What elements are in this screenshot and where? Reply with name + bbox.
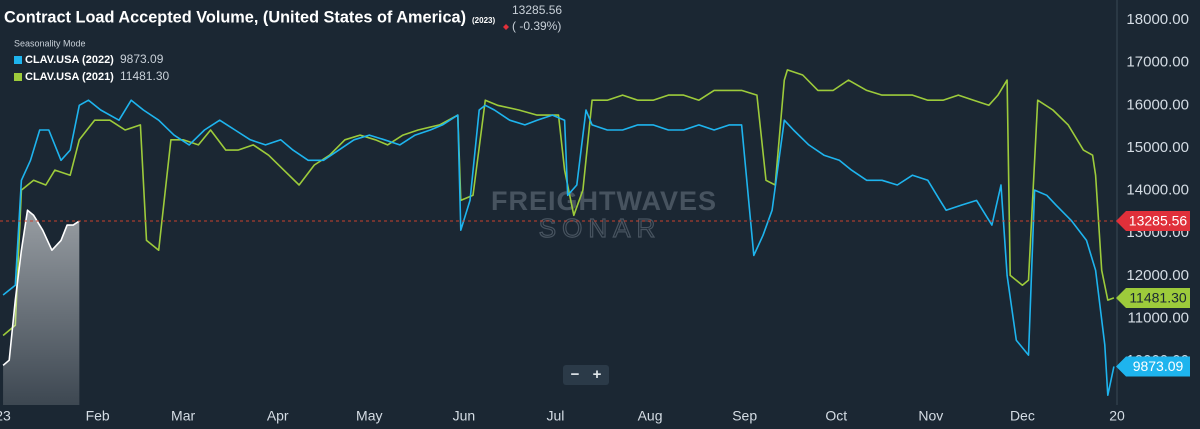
series-line: [2, 69, 1115, 337]
seasonality-mode: Seasonality Mode: [14, 38, 86, 48]
plot-area: [0, 69, 1117, 405]
x-tick-label: 20: [1109, 408, 1125, 424]
series-line: [2, 209, 80, 367]
x-tick-label: Sep: [732, 408, 757, 424]
change-marker: [503, 24, 509, 30]
zoom-controls: − +: [563, 365, 609, 385]
x-tick-label: 23: [0, 408, 11, 424]
x-tick-label: Mar: [171, 408, 195, 424]
value-tags: 13285.56 11481.30 9873.09: [1116, 211, 1190, 377]
x-tick-label: Oct: [825, 408, 847, 424]
x-tick-label: Feb: [86, 408, 110, 424]
x-tick-label: Jul: [546, 408, 564, 424]
value-tag: [1116, 211, 1190, 232]
zoom-out[interactable]: −: [571, 366, 580, 383]
value-tag: [1116, 356, 1190, 377]
header: Contract Load Accepted Volume, (United S…: [4, 3, 562, 48]
current-value: 13285.56: [512, 3, 562, 17]
y-tick-label: 18000.00: [1126, 11, 1189, 28]
y-tick-label: 15000.00: [1126, 139, 1189, 156]
watermark-brand: FREIGHTWAVES: [491, 186, 717, 216]
y-tick-label: 11000.00: [1128, 309, 1189, 326]
legend-swatch: [14, 73, 22, 81]
x-tick-label: May: [356, 408, 382, 424]
value-tag: [1116, 287, 1190, 308]
x-tick-label: Jun: [453, 408, 476, 424]
series-line: [2, 99, 1115, 396]
legend-swatch: [14, 56, 22, 64]
y-tick-label: 16000.00: [1126, 96, 1189, 113]
watermark-product: SONAR: [539, 213, 661, 243]
legend-value: 9873.09: [120, 52, 164, 66]
legend-value: 11481.30: [120, 69, 169, 83]
value-tag-label: 9873.09: [1133, 358, 1184, 374]
x-tick-label: Apr: [267, 408, 289, 424]
watermark: FREIGHTWAVES SONAR: [491, 186, 717, 243]
zoom-in[interactable]: +: [593, 366, 602, 383]
change-label: ( -0.39%): [512, 19, 561, 33]
zoom-box: [563, 365, 609, 385]
y-tick-label: 17000.00: [1126, 54, 1189, 71]
x-tick-label: Nov: [918, 408, 943, 424]
x-tick-label: Dec: [1010, 408, 1035, 424]
legend: CLAV.USA (2022) 9873.09 CLAV.USA (2021) 114…: [14, 52, 169, 83]
y-tick-label: 12000.00: [1126, 267, 1189, 284]
series-year: (2023): [472, 16, 495, 25]
legend-label: CLAV.USA (2021): [25, 71, 114, 83]
y-tick-label: 14000.00: [1126, 182, 1189, 199]
legend-label: CLAV.USA (2022): [25, 54, 114, 66]
area: [3, 210, 80, 405]
value-tag-label: 11481.30: [1129, 290, 1187, 306]
value-tag-label: 13285.56: [1129, 213, 1188, 229]
chart-title: Contract Load Accepted Volume, (United S…: [4, 7, 466, 26]
axes: 10000.0011000.0012000.0013000.0014000.00…: [0, 11, 1189, 424]
x-tick-label: Aug: [638, 408, 663, 424]
